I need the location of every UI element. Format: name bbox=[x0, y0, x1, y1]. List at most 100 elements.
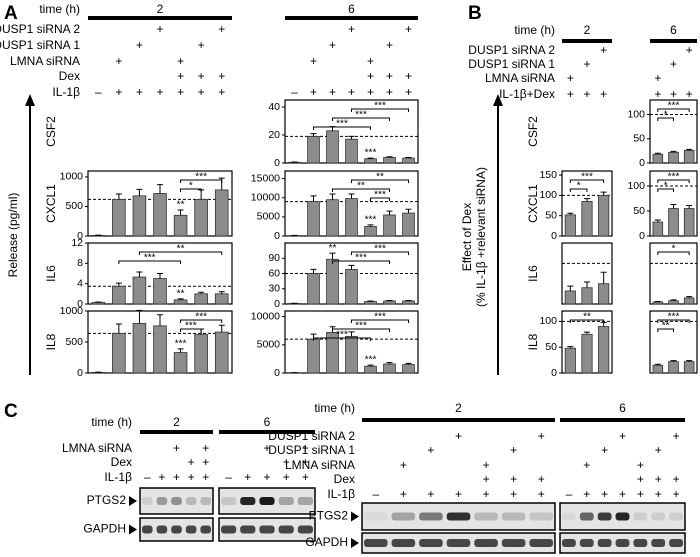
treatment-mark: + bbox=[218, 22, 225, 36]
y-tick-label: 12 bbox=[71, 237, 83, 249]
bar bbox=[598, 194, 610, 237]
treatment-mark: + bbox=[655, 487, 662, 501]
treatment-mark: – bbox=[225, 470, 232, 484]
error-bar bbox=[157, 273, 163, 279]
time-value: 2 bbox=[173, 415, 180, 429]
bar bbox=[364, 301, 377, 305]
blot-band bbox=[669, 539, 683, 547]
blot-band bbox=[597, 539, 612, 547]
y-tick-label: 0 bbox=[274, 230, 280, 242]
significance-label: *** bbox=[355, 110, 367, 121]
bar bbox=[668, 361, 679, 374]
significance-bracket bbox=[351, 108, 409, 112]
bar bbox=[307, 135, 320, 164]
treatment-mark: + bbox=[367, 69, 374, 83]
row-label: Dex bbox=[111, 455, 132, 469]
bar bbox=[383, 156, 396, 164]
y-tick-label: 90 bbox=[268, 252, 280, 264]
significance-label: *** bbox=[336, 330, 348, 341]
bar bbox=[364, 158, 377, 164]
y-tick-label: 40 bbox=[268, 101, 280, 113]
y-tick-label: 15000 bbox=[251, 172, 280, 184]
bar bbox=[564, 347, 576, 374]
error-bar bbox=[177, 348, 184, 353]
blot-band bbox=[474, 512, 498, 521]
treatment-mark: + bbox=[188, 455, 195, 469]
axis-arrowhead bbox=[25, 94, 35, 106]
gene-label: IL6 bbox=[526, 265, 540, 282]
blot-pointer bbox=[351, 538, 359, 548]
bar bbox=[91, 302, 106, 305]
error-bar bbox=[654, 219, 661, 222]
y-tick-label: 0 bbox=[639, 230, 645, 242]
significance-label: ** bbox=[329, 243, 337, 254]
blot-band bbox=[142, 525, 153, 534]
bar bbox=[652, 221, 664, 237]
y-tick-label: 30 bbox=[268, 283, 280, 295]
error-bar bbox=[157, 184, 163, 194]
error-bar bbox=[670, 204, 677, 209]
treatment-mark: + bbox=[686, 87, 693, 101]
treatment-mark: + bbox=[302, 455, 309, 469]
treatment-mark: + bbox=[115, 54, 122, 68]
treatment-mark: + bbox=[405, 69, 412, 83]
bar bbox=[153, 193, 167, 237]
treatment-mark: + bbox=[510, 487, 517, 501]
error-bar bbox=[567, 285, 574, 291]
error-bar bbox=[348, 264, 355, 270]
blot-band bbox=[501, 512, 526, 521]
significance-bracket bbox=[657, 179, 690, 183]
error-bar bbox=[600, 271, 607, 284]
bar bbox=[581, 287, 593, 305]
treatment-mark: + bbox=[177, 69, 184, 83]
treatment-mark: + bbox=[329, 38, 336, 52]
significance-label: *** bbox=[668, 172, 680, 183]
blot-band bbox=[364, 539, 388, 547]
y-tick-label: 10000 bbox=[251, 310, 280, 322]
error-bar bbox=[405, 157, 412, 159]
treatment-mark: + bbox=[310, 85, 317, 99]
error-bar bbox=[367, 224, 374, 227]
treatment-mark: + bbox=[405, 85, 412, 99]
treatment-mark: + bbox=[654, 87, 661, 101]
significance-bracket bbox=[313, 337, 371, 341]
error-bar bbox=[386, 299, 393, 301]
bar bbox=[364, 365, 377, 374]
bar bbox=[307, 201, 320, 237]
error-bar bbox=[386, 156, 393, 158]
blot-band bbox=[615, 539, 630, 547]
error-bar bbox=[329, 193, 336, 200]
treatment-mark: + bbox=[538, 429, 545, 443]
y-tick-label: 0 bbox=[77, 230, 83, 242]
bar bbox=[326, 130, 339, 164]
blot-band bbox=[185, 497, 197, 505]
treatment-mark: + bbox=[173, 441, 180, 455]
error-bar bbox=[686, 205, 693, 209]
time-value: 2 bbox=[584, 23, 591, 37]
blot-band bbox=[171, 525, 182, 534]
significance-label: *** bbox=[668, 101, 680, 112]
bar bbox=[564, 290, 576, 305]
bar bbox=[112, 285, 126, 305]
panel-label: C bbox=[4, 401, 18, 422]
blot-band bbox=[364, 512, 388, 521]
y-tick-label: 0 bbox=[77, 367, 83, 379]
significance-bracket bbox=[180, 179, 223, 183]
treatment-mark: + bbox=[455, 487, 462, 501]
significance-label: *** bbox=[374, 101, 386, 112]
row-label: LMNA siRNA bbox=[485, 71, 555, 85]
significance-label: *** bbox=[355, 253, 367, 264]
significance-bracket bbox=[351, 179, 409, 183]
blot-band bbox=[391, 512, 416, 521]
bar bbox=[564, 214, 576, 237]
gene-label: IL8 bbox=[44, 333, 58, 350]
error-bar bbox=[198, 291, 205, 294]
significance-bracket bbox=[118, 260, 182, 264]
treatment-mark: + bbox=[601, 443, 608, 457]
time-value: 6 bbox=[670, 23, 677, 37]
treatment-mark: + bbox=[601, 487, 608, 501]
bar bbox=[173, 352, 188, 374]
error-bar bbox=[136, 271, 143, 278]
blot-image bbox=[139, 487, 214, 515]
